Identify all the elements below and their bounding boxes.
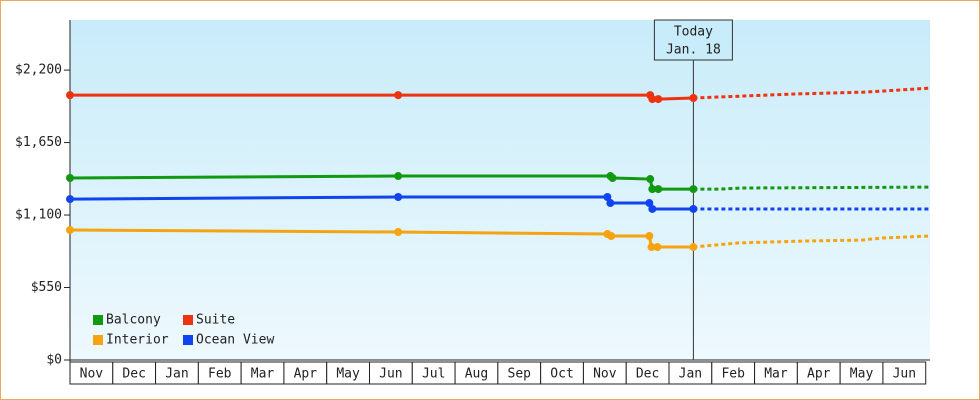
series-forecast xyxy=(693,185,931,191)
point xyxy=(66,174,74,183)
x-tick-label: Jun xyxy=(893,367,916,382)
x-tick-label: Feb xyxy=(208,367,232,382)
legend-swatch xyxy=(183,335,193,345)
point xyxy=(66,195,74,204)
x-tick-label: Dec xyxy=(122,367,145,382)
y-tick-label: $1,100 xyxy=(15,208,62,223)
y-tick-label: $1,650 xyxy=(15,135,62,150)
x-tick-box xyxy=(882,361,927,385)
x-tick-label: May xyxy=(336,367,360,382)
legend-label: Ocean View xyxy=(196,333,274,348)
point xyxy=(394,228,403,237)
today-date: Jan. 18 xyxy=(666,43,721,58)
x-tick-label: Nov xyxy=(80,367,104,382)
point xyxy=(607,231,616,240)
point xyxy=(689,94,698,103)
point xyxy=(648,204,657,213)
x-tick-label: Mar xyxy=(764,367,788,382)
x-tick-label: Dec xyxy=(636,367,659,382)
point xyxy=(394,172,403,181)
point xyxy=(653,243,662,252)
x-tick-label: Sep xyxy=(508,367,532,382)
point xyxy=(689,185,698,194)
point xyxy=(689,204,698,213)
today-box xyxy=(653,19,733,61)
point xyxy=(648,95,657,104)
legend-label: Interior xyxy=(106,333,169,348)
point xyxy=(645,231,654,240)
x-tick-label: Jan xyxy=(165,367,188,382)
series-forecast xyxy=(693,234,931,249)
point xyxy=(394,91,403,100)
point xyxy=(394,192,403,201)
x-tick-label: Nov xyxy=(593,367,617,382)
x-tick-label: Aug xyxy=(465,367,488,382)
point xyxy=(66,226,74,235)
y-tick-label: $0 xyxy=(46,353,62,368)
legend-swatch xyxy=(93,315,103,325)
point xyxy=(654,95,663,104)
legend-label: Balcony xyxy=(106,313,161,328)
legend-swatch xyxy=(183,315,193,325)
plot-area xyxy=(70,20,930,360)
point xyxy=(608,174,617,183)
point xyxy=(645,199,654,208)
point xyxy=(647,243,656,252)
y-tick-label: $2,200 xyxy=(15,63,62,78)
x-tick-label: Jan xyxy=(679,367,702,382)
series-forecast xyxy=(693,86,931,100)
x-tick-label: Jul xyxy=(422,367,445,382)
point xyxy=(648,185,657,194)
x-tick-label: Apr xyxy=(807,367,831,382)
x-tick-label: Oct xyxy=(550,367,573,382)
y-tick-label: $550 xyxy=(31,280,62,295)
x-tick-label: Jun xyxy=(379,367,402,382)
point xyxy=(689,243,698,252)
x-tick-label: Apr xyxy=(294,367,318,382)
x-tick-label: Feb xyxy=(721,367,745,382)
point xyxy=(646,175,655,184)
legend-swatch xyxy=(93,335,103,345)
legend-label: Suite xyxy=(196,313,235,328)
x-tick-label: May xyxy=(850,367,874,382)
today-label: Today xyxy=(674,25,713,40)
point xyxy=(66,91,74,100)
point xyxy=(603,192,612,201)
point xyxy=(654,185,663,194)
x-tick-label: Mar xyxy=(251,367,275,382)
point xyxy=(606,199,615,208)
